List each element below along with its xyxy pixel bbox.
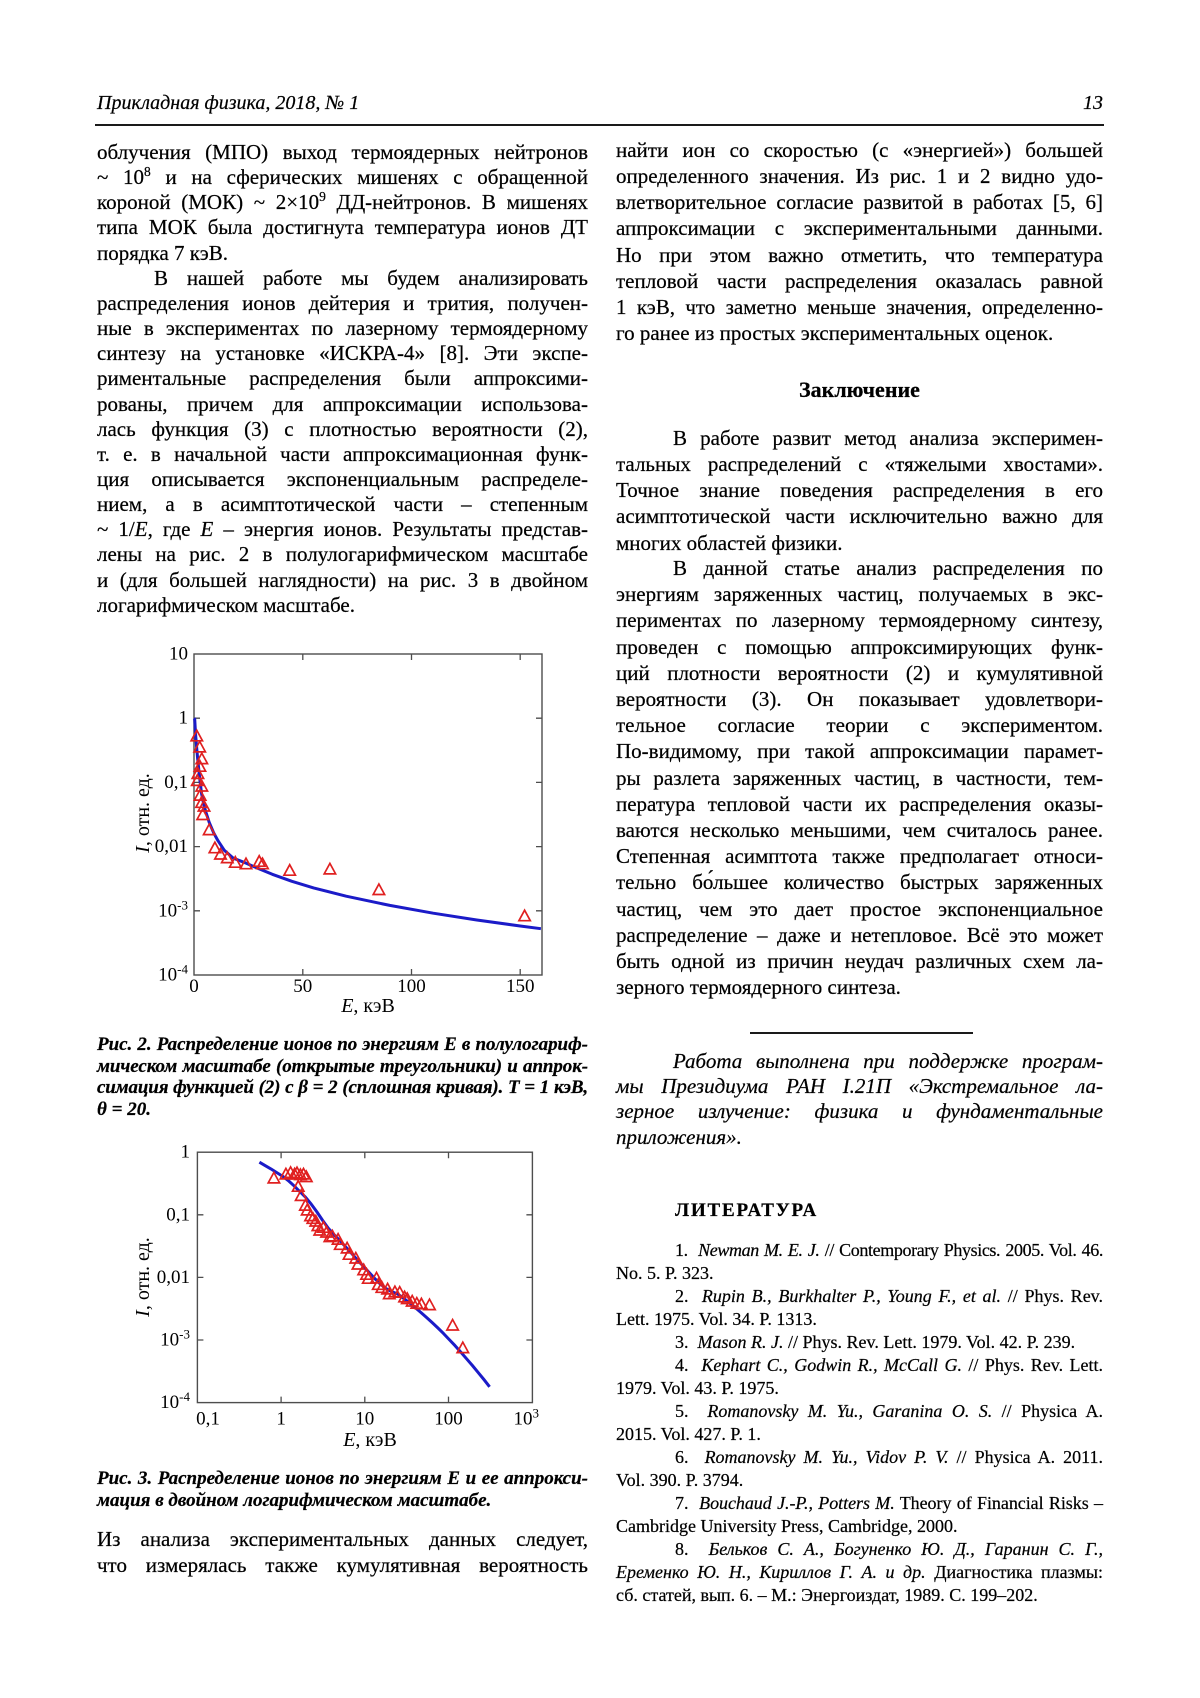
svg-text:10-3: 10-3 [160,1327,190,1351]
svg-text:50: 50 [293,976,312,997]
svg-text:100: 100 [434,1409,463,1430]
svg-text:1: 1 [179,708,189,729]
svg-text:10-3: 10-3 [158,897,188,921]
svg-text:103: 103 [513,1406,539,1430]
svg-text:0,1: 0,1 [164,772,188,793]
svg-text:0,01: 0,01 [155,836,188,857]
svg-text:I, отн. ед.: I, отн. ед. [132,773,154,854]
svg-text:100: 100 [397,976,426,997]
svg-text:I, отн. ед.: I, отн. ед. [132,1237,154,1318]
svg-text:10-4: 10-4 [158,962,188,986]
svg-text:0,1: 0,1 [196,1409,220,1430]
svg-text:0,01: 0,01 [157,1267,190,1288]
svg-text:150: 150 [506,976,535,997]
svg-text:0,1: 0,1 [166,1204,190,1225]
svg-text:10-4: 10-4 [160,1389,190,1413]
svg-text:0: 0 [189,976,199,997]
svg-text:E, кэВ: E, кэВ [342,1429,397,1451]
svg-text:10: 10 [169,644,188,665]
svg-text:1: 1 [181,1145,191,1163]
svg-text:E, кэВ: E, кэВ [340,995,395,1017]
svg-text:10: 10 [355,1409,374,1430]
svg-text:1: 1 [276,1409,286,1430]
